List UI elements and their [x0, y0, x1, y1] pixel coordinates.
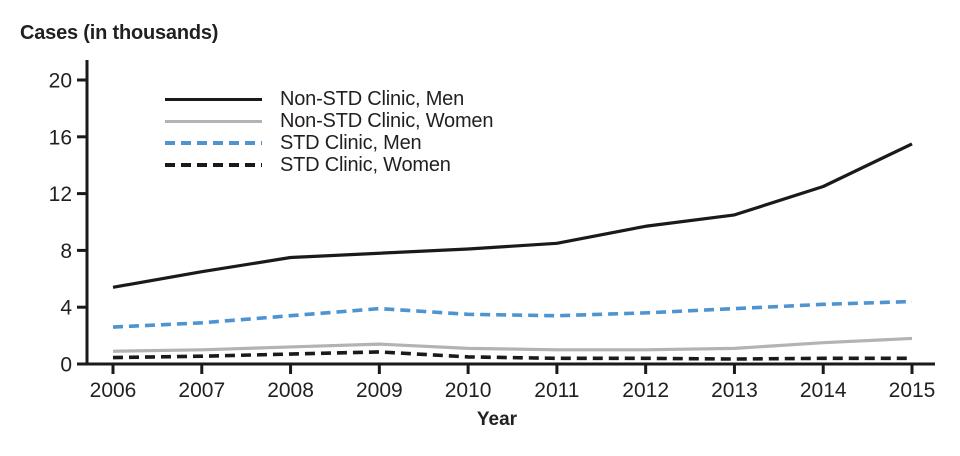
legend-label: STD Clinic, Women: [280, 153, 451, 176]
y-tick-label: 4: [60, 297, 72, 320]
x-tick-label: 2015: [889, 379, 936, 402]
y-tick-label: 16: [49, 126, 72, 149]
legend-item-nonstd-men: Non-STD Clinic, Men: [165, 88, 493, 110]
legend: Non-STD Clinic, Men Non-STD Clinic, Wome…: [165, 88, 493, 176]
legend-swatch-solid-black: [165, 97, 262, 101]
x-tick-label: 2007: [178, 379, 225, 402]
chart-title: Cases (in thousands): [20, 22, 219, 44]
series-line-1: [112, 336, 913, 353]
x-tick-label: 2008: [267, 379, 314, 402]
legend-label: Non-STD Clinic, Women: [280, 109, 494, 132]
y-tick-label: 12: [49, 183, 72, 206]
x-tick-label: 2014: [800, 379, 847, 402]
legend-item-std-women: STD Clinic, Women: [165, 154, 493, 176]
x-tick-label: 2013: [711, 379, 758, 402]
series-line-0: [112, 142, 913, 289]
y-tick-label: 8: [60, 240, 72, 263]
series-line-3: [112, 350, 912, 361]
legend-label: STD Clinic, Men: [280, 131, 422, 154]
legend-item-std-men: STD Clinic, Men: [165, 132, 493, 154]
legend-swatch-dashed-blue: [165, 141, 262, 145]
series-line-2: [112, 299, 913, 329]
legend-swatch-dashed-black: [165, 163, 262, 167]
x-tick-label: 2012: [622, 379, 669, 402]
y-tick-label: 0: [60, 354, 72, 377]
y-tick-label: 20: [49, 70, 72, 93]
legend-item-nonstd-women: Non-STD Clinic, Women: [165, 110, 493, 132]
legend-swatch-solid-gray: [165, 119, 262, 123]
x-tick-label: 2006: [90, 379, 137, 402]
x-tick-label: 2010: [445, 379, 492, 402]
x-axis-title: Year: [476, 409, 518, 430]
x-tick-label: 2011: [534, 379, 579, 402]
x-tick-label: 2009: [356, 379, 403, 402]
legend-label: Non-STD Clinic, Men: [280, 87, 465, 110]
